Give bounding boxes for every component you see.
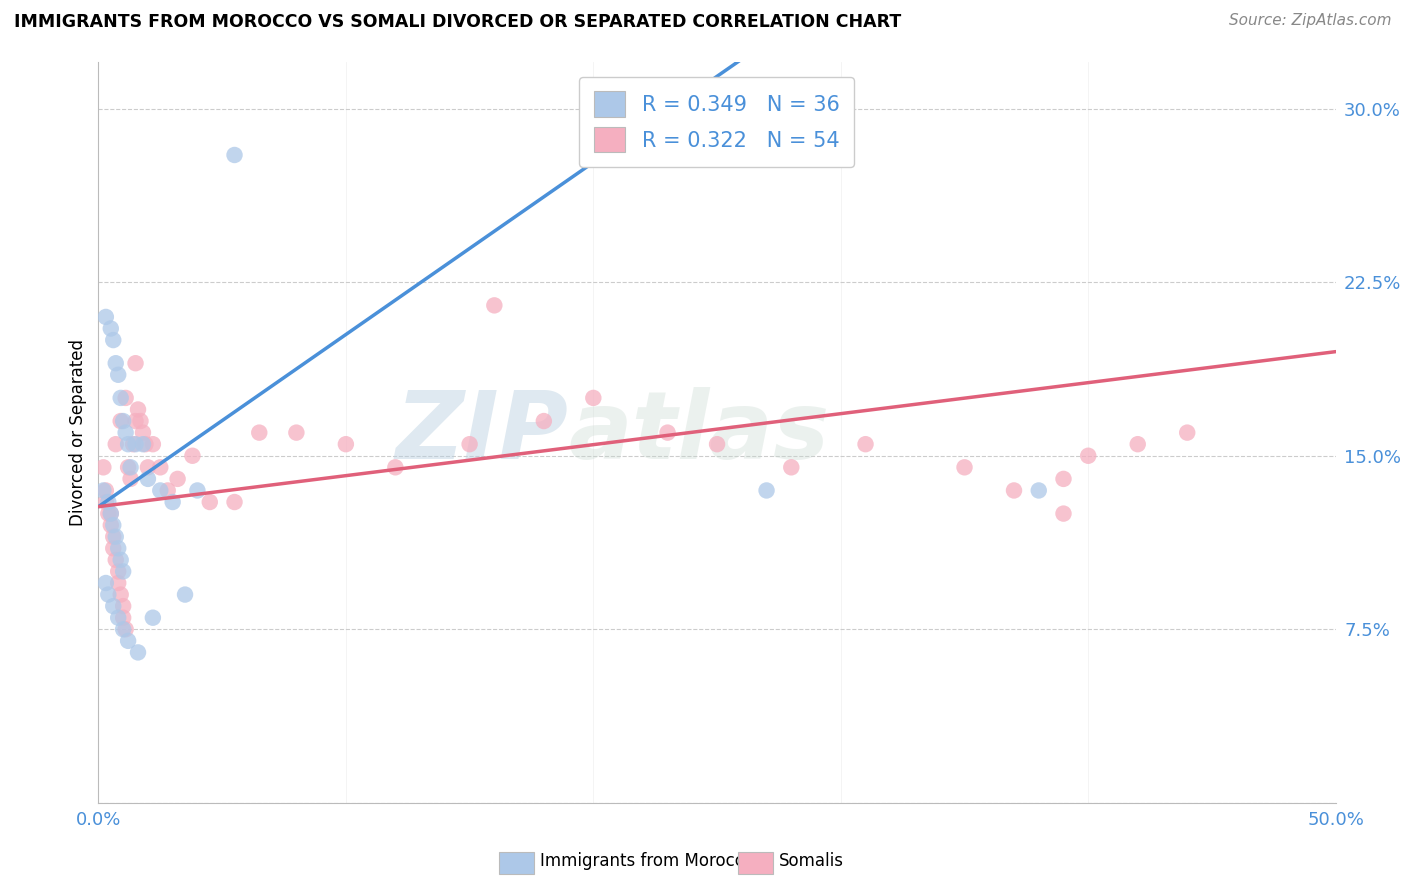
Point — [1052, 472, 1074, 486]
Point — [458, 437, 481, 451]
Point — [112, 610, 135, 624]
Point — [1052, 507, 1074, 521]
Point — [104, 553, 127, 567]
Text: ZIP: ZIP — [395, 386, 568, 479]
Point — [124, 437, 146, 451]
Point — [104, 530, 127, 544]
Point — [142, 437, 165, 451]
Point — [93, 483, 115, 498]
Point — [1002, 483, 1025, 498]
Y-axis label: Divorced or Separated: Divorced or Separated — [69, 339, 87, 526]
Point — [103, 541, 125, 556]
Point — [149, 483, 172, 498]
Text: Source: ZipAtlas.com: Source: ZipAtlas.com — [1229, 13, 1392, 29]
Text: Somalis: Somalis — [779, 852, 844, 870]
Point — [103, 518, 125, 533]
Point — [335, 437, 357, 451]
Point — [117, 633, 139, 648]
Point — [112, 599, 135, 614]
Point — [94, 310, 117, 324]
Point — [107, 565, 129, 579]
Point — [114, 622, 136, 636]
Point — [100, 507, 122, 521]
Point — [1126, 437, 1149, 451]
Point — [94, 576, 117, 591]
Point — [104, 437, 127, 451]
Point — [129, 414, 152, 428]
Point — [104, 356, 127, 370]
Legend: R = 0.349   N = 36, R = 0.322   N = 54: R = 0.349 N = 36, R = 0.322 N = 54 — [579, 77, 853, 167]
Point — [94, 483, 117, 498]
Point — [120, 460, 142, 475]
Point — [186, 483, 208, 498]
Point — [132, 425, 155, 440]
Point — [93, 460, 115, 475]
Text: Immigrants from Morocco: Immigrants from Morocco — [540, 852, 754, 870]
Point — [117, 437, 139, 451]
Point — [124, 356, 146, 370]
Point — [132, 437, 155, 451]
Point — [124, 414, 146, 428]
Point — [114, 425, 136, 440]
Point — [110, 414, 132, 428]
Point — [149, 460, 172, 475]
Point — [174, 588, 197, 602]
Point — [247, 425, 270, 440]
Point — [224, 495, 246, 509]
Text: IMMIGRANTS FROM MOROCCO VS SOMALI DIVORCED OR SEPARATED CORRELATION CHART: IMMIGRANTS FROM MOROCCO VS SOMALI DIVORC… — [14, 13, 901, 31]
Point — [117, 460, 139, 475]
Point — [134, 437, 156, 451]
Point — [780, 460, 803, 475]
Point — [855, 437, 877, 451]
Point — [110, 553, 132, 567]
Point — [224, 148, 246, 162]
Point — [384, 460, 406, 475]
Point — [166, 472, 188, 486]
Point — [706, 437, 728, 451]
Point — [97, 588, 120, 602]
Point — [107, 610, 129, 624]
Point — [100, 507, 122, 521]
Point — [127, 402, 149, 417]
Point — [114, 391, 136, 405]
Point — [198, 495, 221, 509]
Point — [110, 391, 132, 405]
Point — [100, 321, 122, 335]
Point — [953, 460, 976, 475]
Point — [755, 483, 778, 498]
Point — [120, 472, 142, 486]
Point — [181, 449, 204, 463]
Point — [107, 368, 129, 382]
Point — [285, 425, 308, 440]
Point — [112, 565, 135, 579]
Point — [103, 530, 125, 544]
Point — [97, 507, 120, 521]
Point — [94, 495, 117, 509]
Point — [103, 599, 125, 614]
Point — [100, 518, 122, 533]
Point — [136, 460, 159, 475]
Point — [1028, 483, 1050, 498]
Point — [1077, 449, 1099, 463]
Point — [107, 541, 129, 556]
Point — [97, 495, 120, 509]
Point — [112, 622, 135, 636]
Point — [582, 391, 605, 405]
Point — [112, 414, 135, 428]
Point — [142, 610, 165, 624]
Point — [136, 472, 159, 486]
Point — [107, 576, 129, 591]
Point — [110, 588, 132, 602]
Point — [122, 437, 145, 451]
Point — [156, 483, 179, 498]
Point — [103, 333, 125, 347]
Text: atlas: atlas — [568, 386, 830, 479]
Point — [533, 414, 555, 428]
Point — [127, 645, 149, 659]
Point — [1175, 425, 1198, 440]
Point — [484, 298, 506, 312]
Point — [162, 495, 184, 509]
Point — [657, 425, 679, 440]
